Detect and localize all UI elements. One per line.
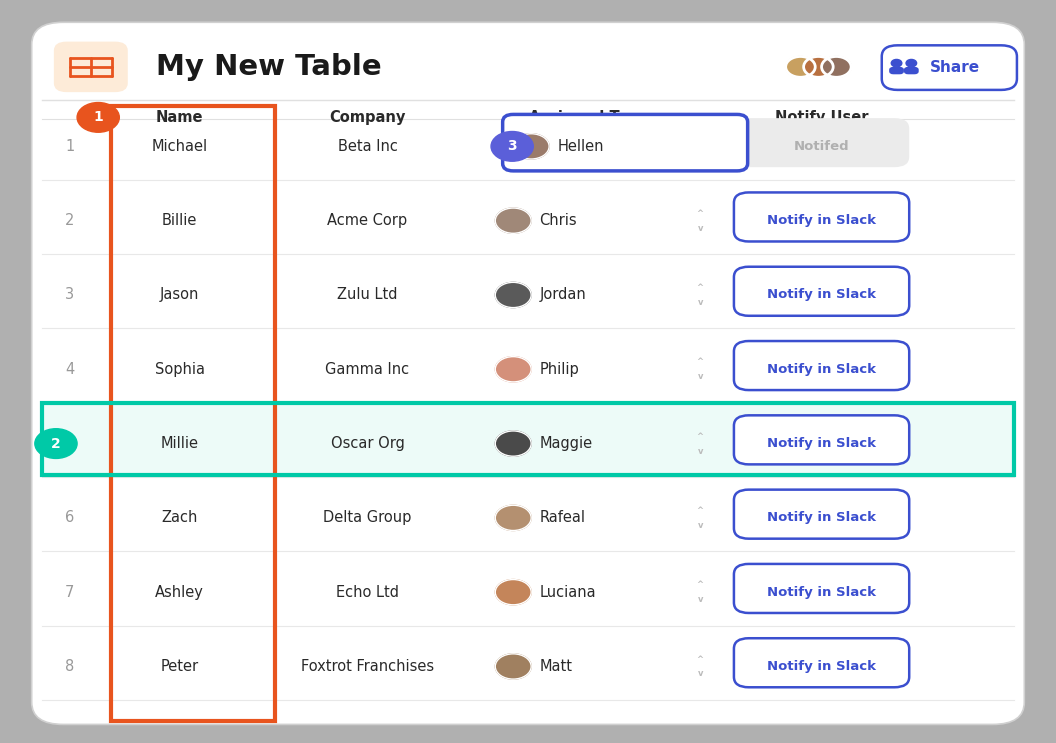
Text: 4: 4: [65, 362, 74, 377]
Text: Notify in Slack: Notify in Slack: [767, 437, 876, 450]
Text: Notify in Slack: Notify in Slack: [767, 288, 876, 302]
Text: My New Table: My New Table: [156, 53, 382, 81]
Text: 6: 6: [65, 510, 74, 525]
Text: Share: Share: [929, 60, 980, 75]
Circle shape: [495, 505, 531, 531]
Text: v: v: [697, 149, 703, 158]
Circle shape: [495, 357, 531, 382]
FancyBboxPatch shape: [734, 564, 909, 613]
FancyBboxPatch shape: [734, 638, 909, 687]
Circle shape: [495, 208, 531, 233]
Circle shape: [804, 56, 833, 77]
FancyBboxPatch shape: [503, 114, 748, 171]
Text: v: v: [697, 447, 703, 455]
Circle shape: [513, 134, 549, 159]
FancyBboxPatch shape: [734, 490, 909, 539]
Text: Assigned To: Assigned To: [529, 110, 628, 125]
Text: Peter: Peter: [161, 659, 199, 674]
Text: Notify in Slack: Notify in Slack: [767, 585, 876, 599]
FancyBboxPatch shape: [32, 22, 1024, 724]
Text: Notify User: Notify User: [775, 110, 868, 125]
Circle shape: [35, 429, 77, 458]
Text: Oscar Org: Oscar Org: [331, 436, 404, 451]
Text: 8: 8: [65, 659, 74, 674]
Text: 1: 1: [93, 111, 103, 124]
FancyBboxPatch shape: [54, 42, 128, 92]
Circle shape: [891, 59, 902, 67]
Text: ^: ^: [697, 134, 703, 143]
Text: v: v: [697, 224, 703, 233]
FancyBboxPatch shape: [42, 403, 1014, 475]
Circle shape: [491, 132, 533, 161]
Text: v: v: [697, 298, 703, 307]
Text: Michael: Michael: [151, 139, 208, 154]
Text: Delta Group: Delta Group: [323, 510, 412, 525]
Text: Jordan: Jordan: [540, 288, 586, 302]
FancyBboxPatch shape: [904, 67, 919, 74]
Text: Notify in Slack: Notify in Slack: [767, 660, 876, 673]
Text: Rafeal: Rafeal: [540, 510, 586, 525]
Circle shape: [495, 431, 531, 456]
Text: 3: 3: [65, 288, 74, 302]
FancyBboxPatch shape: [882, 45, 1017, 90]
Text: Zach: Zach: [162, 510, 197, 525]
Text: Hellen: Hellen: [558, 139, 604, 154]
Text: 2: 2: [51, 437, 61, 450]
Text: Ashley: Ashley: [155, 585, 204, 600]
Text: Notifed: Notifed: [794, 140, 849, 153]
Text: Sophia: Sophia: [154, 362, 205, 377]
FancyBboxPatch shape: [734, 267, 909, 316]
Text: Acme Corp: Acme Corp: [327, 213, 408, 228]
Circle shape: [77, 103, 119, 132]
Text: ^: ^: [697, 655, 703, 663]
Text: ^: ^: [697, 209, 703, 218]
Text: 3: 3: [507, 140, 517, 153]
Circle shape: [822, 56, 851, 77]
Text: ^: ^: [697, 432, 703, 441]
Text: 5: 5: [65, 436, 74, 451]
Text: Company: Company: [329, 110, 406, 125]
Text: Matt: Matt: [540, 659, 572, 674]
Text: ^: ^: [697, 283, 703, 292]
Text: v: v: [697, 595, 703, 604]
Text: Philip: Philip: [540, 362, 580, 377]
FancyBboxPatch shape: [734, 192, 909, 241]
Text: Beta Inc: Beta Inc: [338, 139, 397, 154]
Text: Notify in Slack: Notify in Slack: [767, 363, 876, 376]
Text: ^: ^: [697, 357, 703, 366]
Text: Luciana: Luciana: [540, 585, 597, 600]
Text: v: v: [697, 521, 703, 530]
Text: Gamma Inc: Gamma Inc: [325, 362, 410, 377]
FancyBboxPatch shape: [889, 67, 904, 74]
Circle shape: [495, 580, 531, 605]
Text: 7: 7: [65, 585, 74, 600]
Text: Notify in Slack: Notify in Slack: [767, 511, 876, 525]
Text: Zulu Ltd: Zulu Ltd: [337, 288, 398, 302]
FancyBboxPatch shape: [734, 341, 909, 390]
Circle shape: [495, 654, 531, 679]
Text: v: v: [697, 669, 703, 678]
Text: Foxtrot Franchises: Foxtrot Franchises: [301, 659, 434, 674]
FancyBboxPatch shape: [734, 118, 909, 167]
Text: 1: 1: [65, 139, 74, 154]
Text: ^: ^: [697, 506, 703, 515]
Text: Jason: Jason: [159, 288, 200, 302]
Circle shape: [495, 282, 531, 308]
Text: Billie: Billie: [162, 213, 197, 228]
Text: Name: Name: [156, 110, 203, 125]
Text: v: v: [697, 372, 703, 381]
Circle shape: [906, 59, 917, 67]
Text: Notify in Slack: Notify in Slack: [767, 214, 876, 227]
Text: ^: ^: [697, 580, 703, 589]
Text: Echo Ltd: Echo Ltd: [336, 585, 399, 600]
Text: Millie: Millie: [161, 436, 199, 451]
Text: 2: 2: [65, 213, 74, 228]
Text: Maggie: Maggie: [540, 436, 592, 451]
FancyBboxPatch shape: [734, 415, 909, 464]
Circle shape: [786, 56, 815, 77]
Text: Chris: Chris: [540, 213, 578, 228]
